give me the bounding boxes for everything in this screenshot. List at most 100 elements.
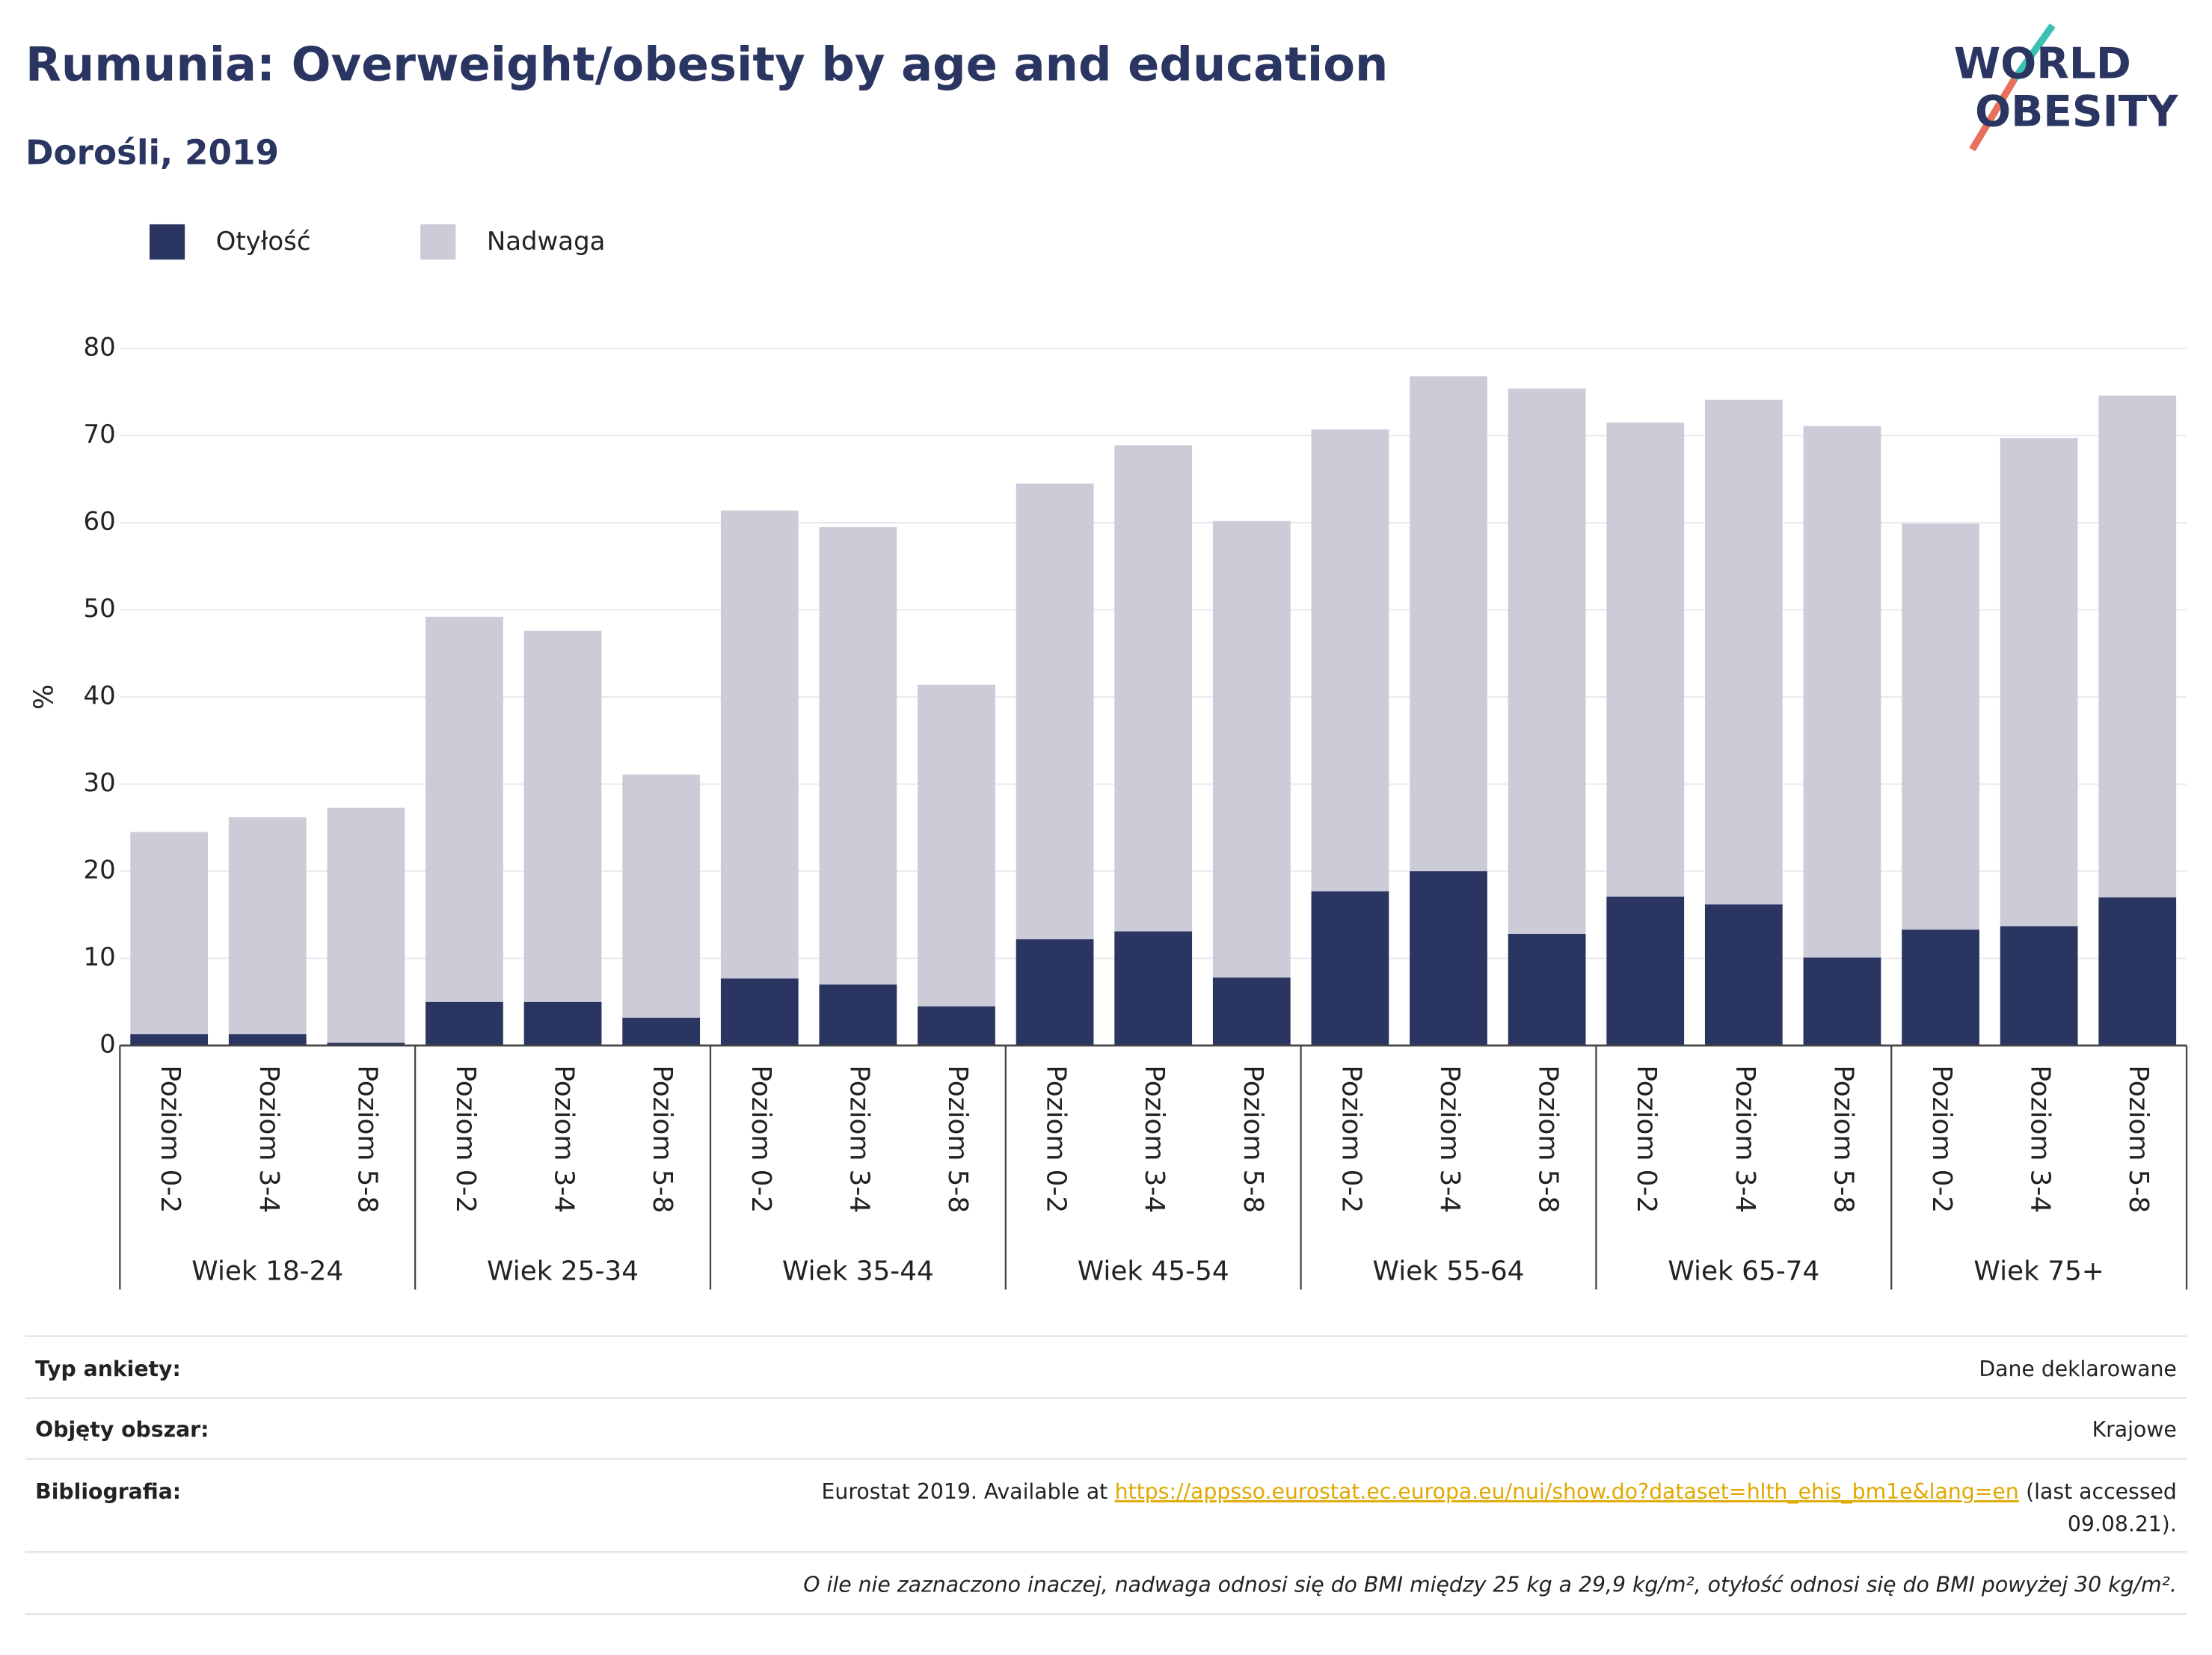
bar-segment: [523, 630, 602, 1002]
bar-segment: [130, 1034, 209, 1045]
legend-swatch: [420, 224, 456, 260]
y-axis-label: %: [28, 684, 59, 710]
bar-segment: [819, 526, 897, 985]
x-tick-label: Poziom 3-4: [1730, 1065, 1760, 1213]
chart-title: Rumunia: Overweight/obesity by age and e…: [25, 37, 1388, 92]
logo-stroke: [2012, 23, 2056, 82]
logo-stroke: [1969, 77, 2018, 152]
bibliography-link: https://appsso.eurostat.ec.europa.eu/nui…: [1115, 1479, 2019, 1504]
logo: WORLD OBESITY: [1954, 23, 2178, 152]
bar-segment: [2000, 437, 2078, 927]
bar-segment: [327, 1043, 405, 1045]
x-tick-label: Poziom 5-8: [1828, 1065, 1858, 1213]
group-label: Wiek 18-24: [191, 1256, 343, 1287]
x-tick-label: Poziom 5-8: [942, 1065, 973, 1213]
bar-segment: [425, 1001, 503, 1045]
x-tick-label: Poziom 0-2: [1926, 1065, 1957, 1213]
bar-segment: [1114, 931, 1193, 1045]
y-tick-label: 40: [84, 681, 116, 710]
footer-note: O ile nie zaznaczono inaczej, nadwaga od…: [803, 1573, 2177, 1597]
x-tick-label: Poziom 0-2: [1336, 1065, 1366, 1213]
x-tick-label: Poziom 0-2: [746, 1065, 776, 1213]
x-tick-label: Poziom 0-2: [1631, 1065, 1662, 1213]
footer-label: Typ ankiety:: [35, 1357, 181, 1381]
y-tick-label: 0: [99, 1029, 116, 1059]
bar-segment: [1114, 445, 1193, 932]
group-label: Wiek 55-64: [1373, 1256, 1525, 1287]
x-tick-label: Poziom 3-4: [1139, 1065, 1170, 1213]
footer-value: Krajowe: [2092, 1417, 2177, 1442]
bar-segment: [1212, 977, 1291, 1045]
bar-segment: [1704, 399, 1783, 905]
bar-segment: [2098, 395, 2177, 897]
x-tick-label: Poziom 5-8: [1238, 1065, 1268, 1213]
bar-segment: [1704, 904, 1783, 1045]
bar-segment: [1508, 933, 1586, 1045]
x-tick-label: Poziom 3-4: [254, 1065, 284, 1213]
bar-segment: [918, 1006, 995, 1045]
x-tick-label: Poziom 0-2: [155, 1065, 185, 1213]
x-tick-label: Poziom 0-2: [1041, 1065, 1072, 1213]
group-label: Wiek 45-54: [1078, 1256, 1229, 1287]
bar-segment: [1803, 426, 1881, 958]
group-label: Wiek 75+: [1973, 1256, 2104, 1287]
y-tick-label: 70: [84, 420, 116, 449]
bar-segment: [130, 832, 209, 1034]
bar-segment: [1803, 957, 1881, 1045]
bar-segment: [2098, 897, 2177, 1045]
bar-segment: [327, 807, 405, 1043]
bar-segment: [228, 1034, 307, 1045]
logo-text: WORLD: [1954, 39, 2131, 88]
bar-segment: [1311, 429, 1389, 891]
legend-label: Otyłość: [216, 227, 311, 257]
y-tick-label: 50: [84, 594, 116, 624]
legend-label: Nadwaga: [487, 227, 606, 257]
bar-segment: [720, 510, 799, 979]
x-tick-label: Poziom 3-4: [844, 1065, 874, 1213]
x-tick-label: Poziom 5-8: [351, 1065, 382, 1213]
bar-segment: [1311, 891, 1389, 1045]
bar-segment: [1410, 871, 1487, 1045]
group-label: Wiek 65-74: [1668, 1256, 1819, 1287]
bar-segment: [1606, 896, 1685, 1045]
bar-segment: [622, 1017, 701, 1045]
x-tick-label: Poziom 0-2: [450, 1065, 481, 1213]
bar-segment: [523, 1001, 602, 1045]
chart-subtitle: Dorośli, 2019: [25, 133, 279, 173]
bar-segment: [1902, 930, 1979, 1045]
x-tick-label: Poziom 5-8: [2123, 1065, 2154, 1213]
y-tick-label: 30: [84, 768, 116, 798]
group-label: Wiek 25-34: [487, 1256, 639, 1287]
x-tick-label: Poziom 5-8: [1533, 1065, 1564, 1213]
bibliography-text: (last accessed: [2026, 1479, 2177, 1504]
bar-segment: [1902, 523, 1979, 930]
x-tick-label: Poziom 3-4: [549, 1065, 580, 1213]
bibliography: 09.08.21).: [2068, 1511, 2177, 1536]
bar-segment: [622, 774, 701, 1018]
y-tick-label: 80: [84, 332, 116, 362]
x-tick-label: Poziom 3-4: [1434, 1065, 1465, 1213]
y-tick-label: 60: [84, 506, 116, 536]
bar-segment: [1410, 376, 1487, 871]
bar-segment: [819, 984, 897, 1045]
footer-label: Objęty obszar:: [35, 1417, 209, 1442]
y-tick-label: 20: [84, 855, 116, 885]
y-tick-label: 10: [84, 942, 116, 972]
legend-swatch: [149, 224, 185, 260]
group-label: Wiek 35-44: [782, 1256, 934, 1287]
x-tick-label: Poziom 3-4: [2025, 1065, 2056, 1213]
bar-segment: [720, 978, 799, 1045]
footer-label: Bibliografia:: [35, 1479, 181, 1504]
footer-value: Dane deklarowane: [1979, 1357, 2176, 1381]
bar-segment: [425, 616, 503, 1002]
bibliography: Eurostat 2019. Available at https://appss…: [822, 1479, 2177, 1504]
x-tick-label: Poziom 5-8: [647, 1065, 678, 1213]
bibliography-text: Eurostat 2019. Available at: [822, 1479, 1108, 1504]
bar-segment: [228, 817, 307, 1034]
bar-segment: [2000, 926, 2078, 1045]
bar-segment: [1016, 483, 1094, 939]
bar-segment: [1016, 939, 1094, 1045]
bar-segment: [1212, 521, 1291, 978]
bar-segment: [1508, 388, 1586, 934]
